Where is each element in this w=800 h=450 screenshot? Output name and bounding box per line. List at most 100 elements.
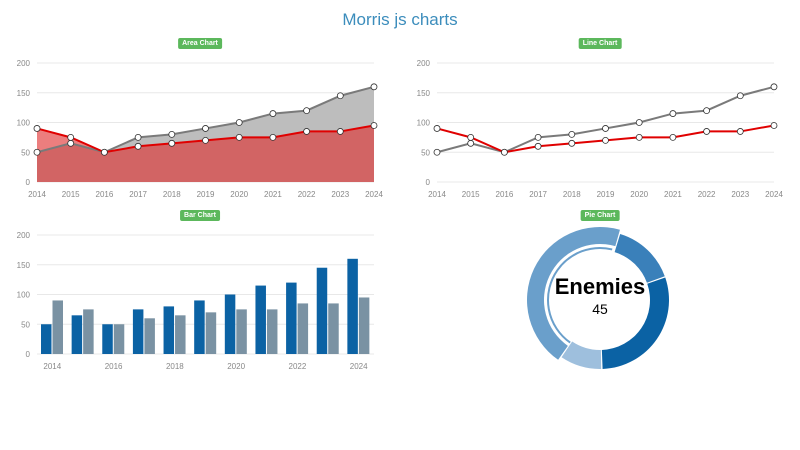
x-tick-label: 2024 (350, 362, 368, 371)
bar-b (297, 303, 309, 354)
x-tick-label: 2017 (529, 190, 547, 199)
bar-b (236, 309, 247, 354)
x-tick-label: 2023 (331, 190, 349, 199)
data-point (235, 133, 243, 141)
bar-a (132, 309, 144, 354)
bar-a (41, 324, 52, 354)
x-tick-label: 2016 (496, 190, 514, 199)
x-tick-label: 2014 (428, 190, 446, 199)
bar-a (224, 294, 236, 354)
page-title: Morris js charts (342, 10, 458, 29)
bar-a (194, 300, 205, 354)
data-point (370, 83, 378, 91)
x-tick-label: 2024 (365, 190, 383, 199)
data-point (568, 130, 576, 138)
data-point (134, 142, 142, 150)
data-point (770, 122, 778, 129)
data-point (635, 119, 643, 126)
data-point (336, 92, 344, 100)
data-point (703, 128, 710, 135)
x-tick-label: 2014 (43, 362, 61, 371)
data-point (736, 92, 744, 100)
data-point (168, 139, 176, 147)
data-point (67, 139, 75, 147)
data-point (736, 128, 744, 135)
donut-slice (601, 277, 669, 369)
y-tick-label: 0 (426, 178, 431, 187)
x-tick-label: 2017 (129, 190, 147, 199)
data-point (602, 136, 609, 144)
x-tick-label: 2024 (765, 190, 783, 199)
x-tick-label: 2021 (664, 190, 682, 199)
bar-a (316, 267, 328, 354)
data-point (370, 122, 378, 129)
y-tick-label: 50 (21, 148, 30, 157)
bar-b (358, 297, 370, 354)
x-tick-label: 2019 (597, 190, 615, 199)
x-tick-label: 2020 (227, 362, 245, 371)
x-tick-label: 2018 (563, 190, 581, 199)
bar-chart-badge: Bar Chart (180, 210, 220, 221)
data-point (269, 133, 277, 141)
bar-a (286, 282, 297, 354)
donut-slice (561, 341, 602, 370)
bar-b (113, 324, 125, 354)
x-tick-label: 2016 (96, 190, 114, 199)
x-tick-label: 2023 (731, 190, 749, 199)
bar-b (175, 315, 186, 354)
y-tick-label: 100 (17, 291, 31, 300)
data-point (33, 125, 41, 132)
y-tick-label: 150 (17, 261, 31, 270)
data-point (770, 83, 778, 91)
x-tick-label: 2015 (462, 190, 480, 199)
y-tick-label: 200 (417, 59, 431, 68)
x-tick-label: 2022 (289, 362, 307, 371)
data-point (433, 125, 441, 132)
data-point (269, 110, 277, 117)
data-point (202, 125, 209, 132)
y-tick-label: 100 (417, 119, 431, 128)
x-tick-label: 2020 (630, 190, 648, 199)
pie-chart-badge: Pie Chart (580, 210, 620, 221)
data-point (303, 107, 311, 114)
data-point (168, 130, 176, 138)
bar-a (347, 258, 358, 354)
line-chart-badge: Line Chart (578, 38, 622, 49)
data-point (433, 148, 441, 156)
bar-a (71, 315, 83, 354)
bar-b (328, 303, 339, 354)
bar-a (163, 306, 175, 354)
data-point (534, 133, 542, 141)
data-point (669, 110, 677, 117)
data-point (467, 139, 475, 147)
data-point (669, 133, 677, 141)
x-tick-label: 2014 (28, 190, 46, 199)
data-point (134, 133, 142, 141)
area-chart-badge: Area Chart (178, 38, 222, 49)
data-point (67, 133, 75, 141)
data-point (235, 119, 243, 126)
bar-a (102, 324, 113, 354)
x-tick-label: 2016 (105, 362, 123, 371)
donut-slice (614, 234, 665, 283)
x-tick-label: 2019 (197, 190, 215, 199)
bar-b (83, 309, 94, 354)
x-tick-label: 2022 (698, 190, 716, 199)
bar-b (266, 309, 278, 354)
y-tick-label: 150 (17, 89, 31, 98)
data-point (101, 148, 108, 156)
x-tick-label: 2015 (62, 190, 80, 199)
y-tick-label: 200 (17, 59, 31, 68)
donut-label: Enemies (555, 274, 646, 299)
donut-slice (527, 226, 620, 360)
donut-selected-ring (547, 247, 653, 353)
data-point (534, 142, 542, 150)
x-tick-label: 2020 (230, 190, 248, 199)
x-tick-label: 2021 (264, 190, 282, 199)
x-tick-label: 2022 (298, 190, 316, 199)
bar-b (144, 318, 155, 354)
data-point (635, 133, 643, 141)
y-tick-label: 0 (26, 350, 31, 359)
bar-a (255, 285, 266, 354)
